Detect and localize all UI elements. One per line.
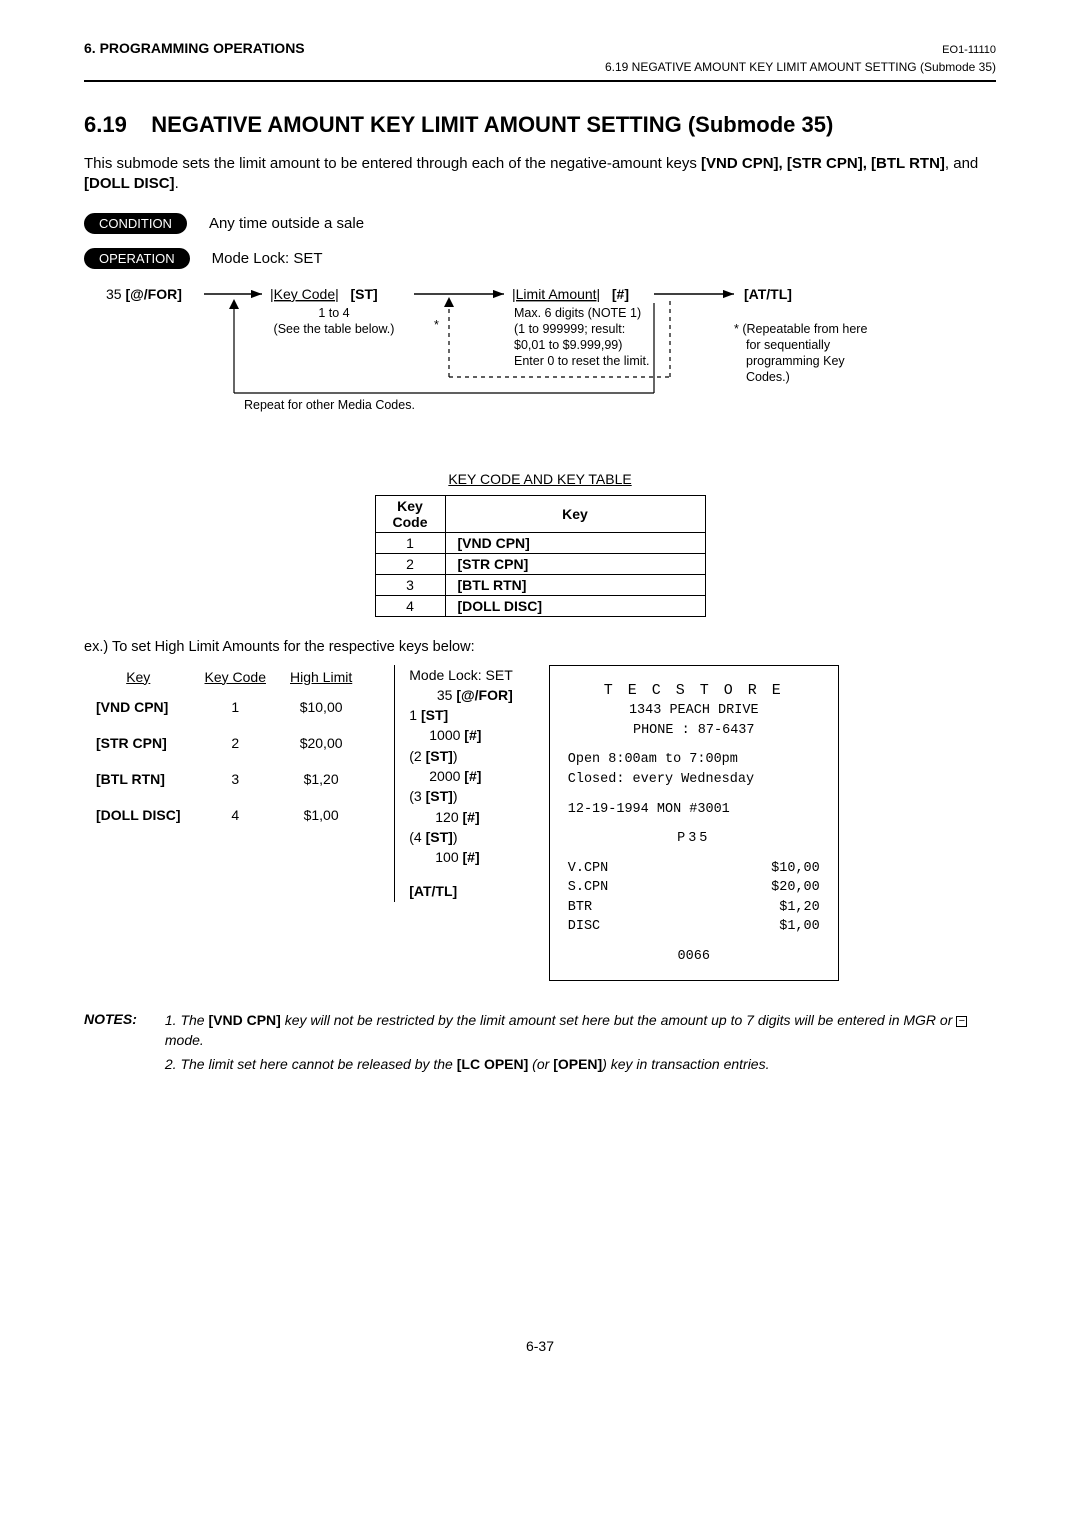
svg-text:*: * [434,318,439,332]
example-table: Key Key Code High Limit [VND CPN]1$10,00… [84,665,364,833]
operation-row: OPERATION Mode Lock: SET [84,248,996,269]
receipt-item: V.CPN$10,00 [568,859,820,879]
th-code: Key Code [193,665,278,689]
mode-line: Mode Lock: SET [409,665,519,685]
th-key: Key [84,665,193,689]
note-1: 1. The [VND CPN] key will not be restric… [165,1011,996,1050]
chapter-label: 6. PROGRAMMING OPERATIONS [84,40,305,56]
svg-text:(1 to 999999; result:: (1 to 999999; result: [514,322,625,336]
svg-text:35 [@/FOR]: 35 [@/FOR] [106,286,182,302]
flow-svg: 35 [@/FOR] |Key Code| [ST] 1 to 4 (See t… [94,283,994,453]
svg-text:1 to 4: 1 to 4 [318,306,349,320]
example-mode-col: Mode Lock: SET 35 [@/FOR] 1 [ST] 1000 [#… [394,665,519,902]
receipt-box: T E C S T O R E 1343 PEACH DRIVE PHONE :… [549,665,839,982]
table-row: [VND CPN]1$10,00 [84,689,364,725]
receipt-phone: PHONE : 87-6437 [568,721,820,741]
receipt-addr: 1343 PEACH DRIVE [568,701,820,721]
example-left: Key Key Code High Limit [VND CPN]1$10,00… [84,665,364,833]
svg-text:Enter 0 to reset the limit.: Enter 0 to reset the limit. [514,354,649,368]
th-key: Key [445,495,705,532]
receipt-item: BTR$1,20 [568,898,820,918]
subsection-label: 6.19 NEGATIVE AMOUNT KEY LIMIT AMOUNT SE… [84,60,996,74]
example-intro: ex.) To set High Limit Amounts for the r… [84,639,996,655]
notes-body: 1. The [VND CPN] key will not be restric… [165,1011,996,1078]
svg-text:for sequentially: for sequentially [746,338,831,352]
receipt-title: T E C S T O R E [568,680,820,702]
receipt-foot: 0066 [568,947,820,967]
svg-text:programming Key: programming Key [746,354,845,368]
intro-paragraph: This submode sets the limit amount to be… [84,154,996,195]
svg-text:$0,01 to $9.999,99): $0,01 to $9.999,99) [514,338,622,352]
receipt-open: Open 8:00am to 7:00pm [568,750,820,770]
header-rule [84,80,996,82]
keycode-table: KeyCode Key 1[VND CPN] 2[STR CPN] 3[BTL … [375,495,706,617]
table-row: [STR CPN]2$20,00 [84,725,364,761]
operation-text: Mode Lock: SET [212,250,323,267]
section-number: 6.19 [84,112,127,137]
table-row: [DOLL DISC]4$1,00 [84,797,364,833]
intro-text-3: . [175,175,179,192]
page-header: 6. PROGRAMMING OPERATIONS EO1-11110 [84,40,996,56]
th-code: KeyCode [375,495,445,532]
flow-diagram: 35 [@/FOR] |Key Code| [ST] 1 to 4 (See t… [94,283,996,453]
page-number: 6-37 [84,1338,996,1354]
svg-text:|Key Code| [ST]: |Key Code| [ST] [270,286,378,302]
receipt-date: 12-19-1994 MON #3001 [568,800,820,820]
receipt-mode: P35 [568,829,820,849]
condition-row: CONDITION Any time outside a sale [84,213,996,234]
operation-pill: OPERATION [84,248,190,269]
svg-text:(See the table below.): (See the table below.) [274,322,395,336]
section-text: NEGATIVE AMOUNT KEY LIMIT AMOUNT SETTING… [151,112,833,137]
table-row: 2[STR CPN] [375,553,705,574]
svg-text:|Limit Amount| [#]: |Limit Amount| [#] [512,286,629,302]
notes-block: NOTES: 1. The [VND CPN] key will not be … [84,1011,996,1078]
condition-text: Any time outside a sale [209,215,364,232]
svg-text:Repeat for other Media Codes.: Repeat for other Media Codes. [244,398,415,412]
intro-text-1: This submode sets the limit amount to be… [84,155,701,172]
svg-text:Max. 6 digits (NOTE 1): Max. 6 digits (NOTE 1) [514,306,641,320]
receipt-closed: Closed: every Wednesday [568,770,820,790]
svg-text:* (Repeatable from here: * (Repeatable from here [734,322,867,336]
receipt-item: DISC$1,00 [568,917,820,937]
minus-icon: − [956,1016,967,1027]
svg-text:[AT/TL]: [AT/TL] [744,286,792,302]
note-2: 2. The limit set here cannot be released… [165,1055,996,1075]
example-grid: Key Key Code High Limit [VND CPN]1$10,00… [84,665,996,982]
th-limit: High Limit [278,665,364,689]
intro-keys: [VND CPN], [STR CPN], [BTL RTN] [701,155,945,172]
table-row: 1[VND CPN] [375,532,705,553]
table-row: [BTL RTN]3$1,20 [84,761,364,797]
intro-text-2: , and [945,155,978,172]
table-row: 3[BTL RTN] [375,574,705,595]
intro-key2: [DOLL DISC] [84,175,175,192]
table-row: 4[DOLL DISC] [375,595,705,616]
svg-text:Codes.): Codes.) [746,370,790,384]
notes-label: NOTES: [84,1011,137,1078]
keytable-title: KEY CODE AND KEY TABLE [84,471,996,487]
condition-pill: CONDITION [84,213,187,234]
receipt-item: S.CPN$20,00 [568,878,820,898]
doc-id: EO1-11110 [942,44,996,56]
section-title: 6.19 NEGATIVE AMOUNT KEY LIMIT AMOUNT SE… [84,112,996,138]
